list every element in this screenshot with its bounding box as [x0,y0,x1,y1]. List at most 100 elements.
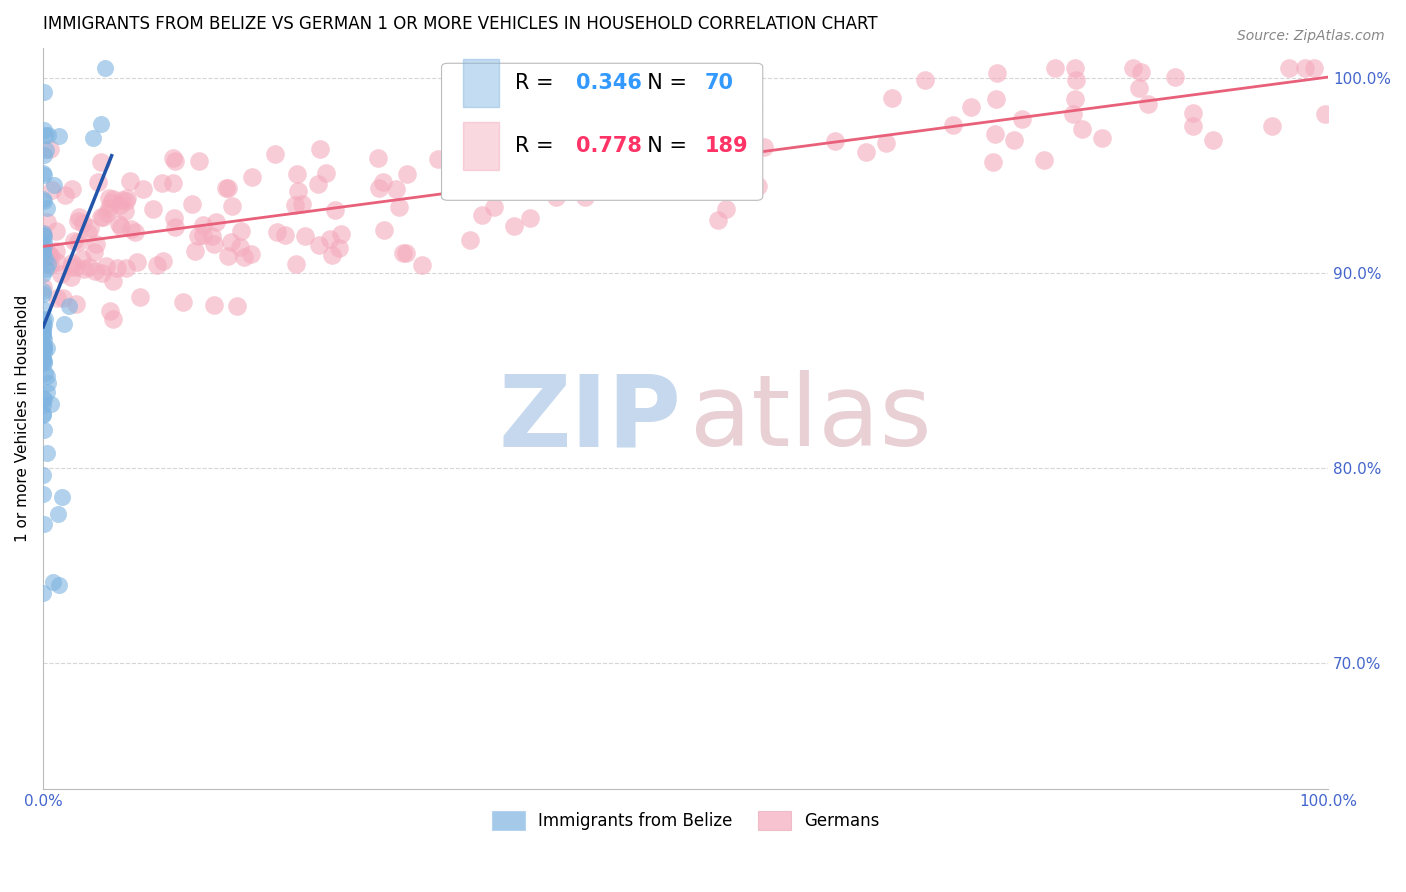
Text: 0.346: 0.346 [576,73,643,94]
Point [1294,61,1316,75]
Point [32,244,55,258]
Point [633,180,655,194]
Point [395,246,418,260]
Point [960,100,983,114]
Point [395,167,418,181]
Point [73,262,96,277]
Point [32,284,55,298]
Point [37,446,59,460]
Point [32,286,55,301]
Point [60,260,83,274]
Point [163,211,186,225]
Point [42,178,65,193]
Point [229,224,252,238]
Point [51,490,73,504]
Point [986,92,1008,106]
Point [557,83,579,97]
Point [34,128,56,143]
Point [32,391,55,405]
Point [79,221,101,235]
Text: ZIP: ZIP [499,370,682,467]
Point [45,224,67,238]
Point [875,136,897,150]
Point [37,376,59,391]
Point [90,117,112,131]
Point [1181,119,1204,133]
Point [115,194,138,208]
Point [32,329,55,343]
Point [34,251,56,265]
Point [32,228,55,243]
Point [217,249,239,263]
Point [32,313,55,327]
Point [1278,61,1301,75]
Point [45,255,67,269]
Point [42,575,65,590]
Point [72,216,94,230]
Point [65,260,87,274]
Point [114,203,136,218]
Text: N =: N = [634,73,695,94]
Point [39,258,62,272]
Point [32,280,55,294]
Point [38,249,60,263]
Point [34,262,56,277]
Point [1181,106,1204,120]
Point [318,232,340,246]
Text: N =: N = [634,136,695,156]
Point [1062,107,1084,121]
Point [1261,120,1284,134]
Point [132,182,155,196]
Point [309,142,332,156]
Point [32,226,55,240]
Point [1002,133,1025,147]
Point [37,257,59,271]
Point [315,166,337,180]
Point [184,244,207,259]
Point [232,251,254,265]
Point [219,235,242,249]
Point [754,140,776,154]
Point [472,162,495,177]
Point [32,235,55,249]
Text: R =: R = [515,136,560,156]
Point [475,126,498,140]
Point [32,318,55,332]
Point [32,356,55,370]
Point [41,183,63,197]
Point [714,202,737,216]
Point [96,205,118,219]
Point [1164,70,1187,85]
Point [482,200,505,214]
Point [307,177,329,191]
Point [37,215,59,229]
Point [32,324,55,338]
Point [83,244,105,259]
Point [118,174,141,188]
Point [202,298,225,312]
Point [77,227,100,241]
Point [53,317,76,331]
Point [32,345,55,359]
Point [108,198,131,212]
Point [471,208,494,222]
Point [37,341,59,355]
Point [1064,92,1087,106]
FancyBboxPatch shape [464,59,499,107]
Point [321,248,343,262]
Point [388,200,411,214]
Point [58,299,80,313]
Point [562,180,585,194]
Point [240,246,263,260]
Point [124,225,146,239]
Point [204,215,226,229]
Point [32,392,55,407]
Point [32,468,55,483]
Point [942,118,965,132]
Point [385,182,408,196]
Point [163,219,186,234]
Text: 189: 189 [704,136,748,156]
Point [53,187,76,202]
Point [373,223,395,237]
Point [125,255,148,269]
